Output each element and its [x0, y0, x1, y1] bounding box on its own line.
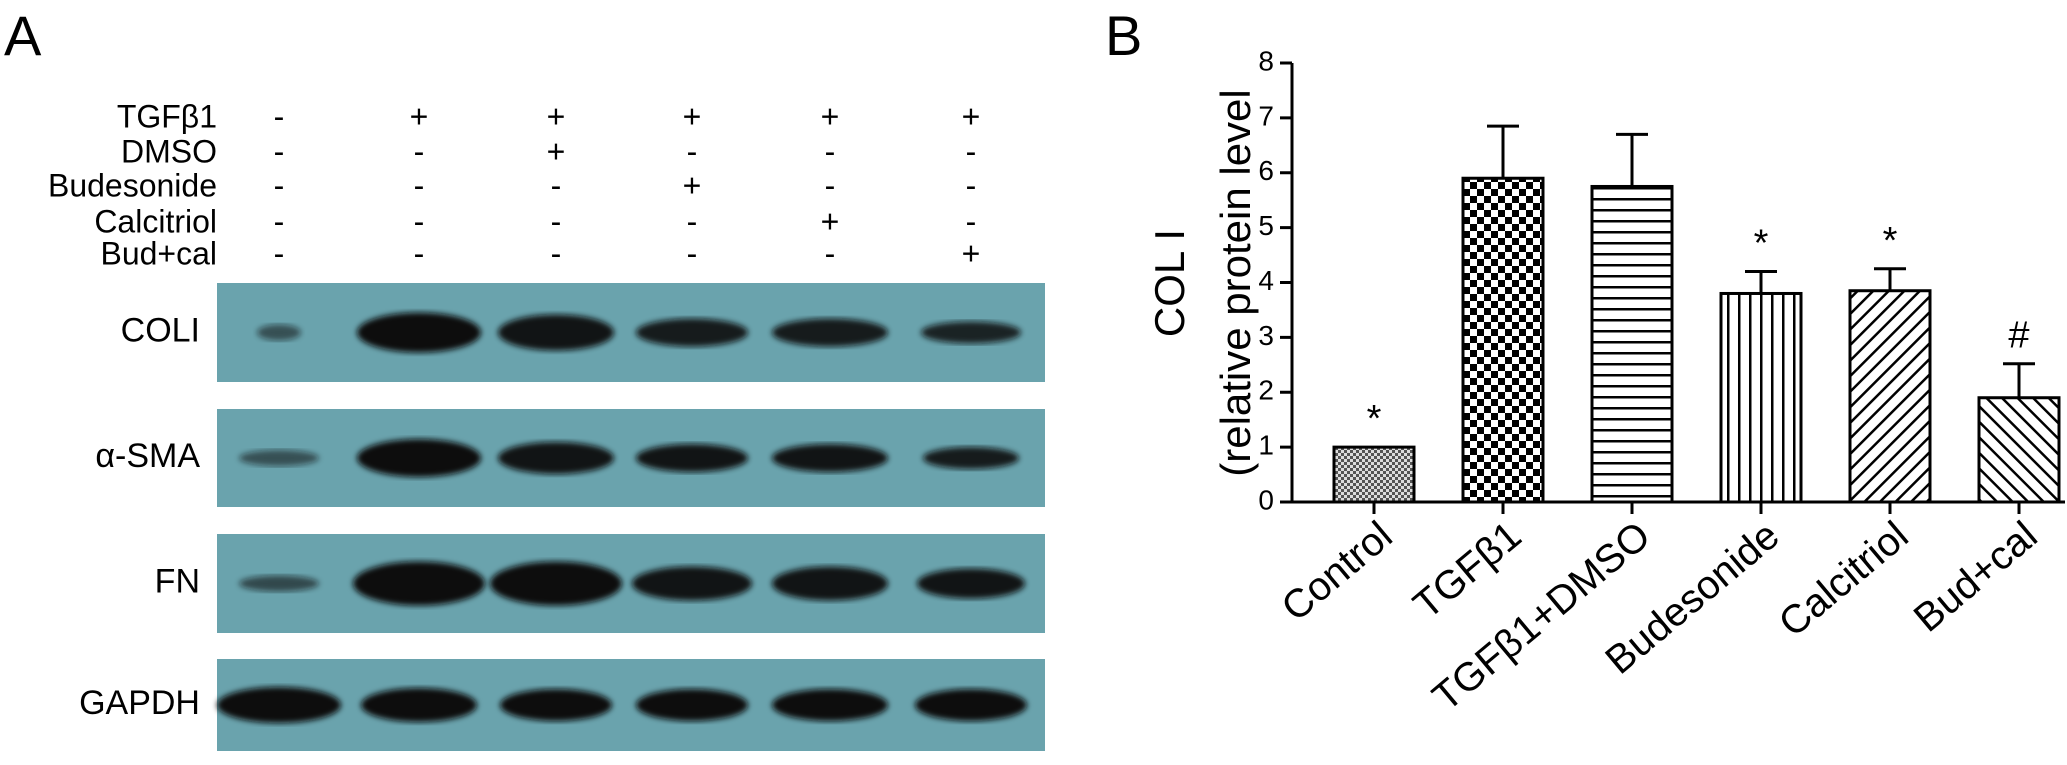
treatment-sign: - — [274, 133, 285, 169]
bar — [1461, 176, 1545, 504]
protein-band — [772, 318, 888, 347]
significance-mark: * — [1754, 223, 1769, 265]
protein-band — [636, 318, 748, 347]
protein-band — [217, 687, 341, 723]
panel-label: A — [4, 4, 42, 67]
treatment-sign: - — [551, 203, 562, 239]
protein-band — [632, 566, 752, 601]
protein-band — [498, 442, 614, 474]
y-tick-label: 8 — [1258, 45, 1274, 76]
protein-band — [915, 689, 1027, 721]
treatment-sign: - — [414, 133, 425, 169]
protein-band — [239, 575, 319, 592]
treatment-sign: + — [683, 98, 702, 134]
treatment-sign: - — [414, 235, 425, 271]
treatment-label: Calcitriol — [94, 203, 217, 239]
bar — [1719, 291, 1803, 504]
protein-band — [357, 439, 481, 477]
treatment-sign: + — [962, 98, 981, 134]
y-tick-label: 1 — [1258, 430, 1274, 461]
treatment-label: Bud+cal — [100, 235, 217, 271]
protein-band — [772, 566, 888, 601]
y-tick-label: 5 — [1258, 210, 1274, 241]
treatment-sign: - — [825, 133, 836, 169]
treatment-sign: + — [821, 98, 840, 134]
treatment-sign: - — [825, 235, 836, 271]
blot-label: FN — [155, 562, 200, 600]
blot — [217, 534, 1045, 633]
bar — [1332, 445, 1416, 504]
x-tick-label: TGFβ1 — [1405, 513, 1529, 627]
protein-band — [917, 568, 1025, 599]
protein-band — [239, 450, 319, 466]
y-tick-label: 0 — [1258, 484, 1274, 515]
blot — [217, 283, 1045, 382]
treatment-sign: - — [274, 235, 285, 271]
blot-membrane — [217, 283, 1045, 382]
x-tick-label: Calcitriol — [1771, 513, 1917, 645]
protein-band — [923, 447, 1019, 469]
treatment-sign: + — [683, 167, 702, 203]
treatment-sign: - — [825, 167, 836, 203]
protein-band — [490, 561, 622, 606]
y-tick-label: 7 — [1258, 100, 1274, 131]
significance-mark: # — [2008, 315, 2029, 357]
treatment-sign: + — [547, 98, 566, 134]
blot-membrane — [217, 659, 1045, 751]
treatment-label: Budesonide — [48, 167, 217, 203]
protein-band — [636, 444, 748, 472]
y-axis-label: COL I — [1146, 229, 1193, 337]
protein-band — [498, 314, 614, 351]
treatment-sign: - — [687, 235, 698, 271]
protein-band — [353, 561, 485, 606]
protein-band — [500, 689, 612, 721]
protein-band — [361, 688, 477, 722]
protein-band — [772, 444, 888, 472]
treatment-sign: - — [414, 203, 425, 239]
blot-label: α-SMA — [95, 437, 200, 475]
treatment-sign: + — [547, 133, 566, 169]
x-tick-label: TGFβ1+DMSO — [1425, 513, 1659, 719]
treatment-sign: - — [966, 203, 977, 239]
protein-band — [357, 312, 481, 353]
treatment-sign: - — [551, 235, 562, 271]
treatment-sign: - — [274, 203, 285, 239]
bar — [1590, 184, 1674, 504]
blot-membrane — [217, 409, 1045, 507]
treatment-sign: + — [821, 203, 840, 239]
treatment-sign: - — [687, 133, 698, 169]
bar — [1848, 289, 1932, 504]
blot-label: COLI — [121, 311, 200, 349]
y-axis-label: (relative protein level — [1212, 89, 1259, 477]
blot-label: GAPDH — [79, 684, 200, 722]
y-tick-label: 3 — [1258, 320, 1274, 351]
treatment-sign: - — [414, 167, 425, 203]
treatment-sign: + — [410, 98, 429, 134]
treatment-label: DMSO — [121, 133, 217, 169]
x-tick-label: Control — [1274, 513, 1401, 630]
treatment-sign: - — [966, 167, 977, 203]
treatment-sign: + — [962, 235, 981, 271]
protein-band — [921, 321, 1021, 344]
treatment-sign: - — [966, 133, 977, 169]
protein-band — [772, 689, 888, 721]
treatment-label: TGFβ1 — [117, 98, 217, 134]
blot — [217, 409, 1045, 507]
protein-band — [636, 689, 748, 721]
treatment-sign: - — [274, 98, 285, 134]
treatment-sign: - — [687, 203, 698, 239]
y-tick-label: 6 — [1258, 155, 1274, 186]
blot — [217, 659, 1045, 751]
protein-band — [257, 324, 301, 341]
x-tick-label: Bud+cal — [1906, 513, 2046, 640]
y-tick-label: 4 — [1258, 265, 1274, 296]
treatment-sign: - — [551, 167, 562, 203]
treatment-sign: - — [274, 167, 285, 203]
y-tick-label: 2 — [1258, 375, 1274, 406]
bar — [1977, 396, 2061, 504]
panel-label: B — [1105, 4, 1142, 67]
significance-mark: * — [1367, 398, 1382, 440]
significance-mark: * — [1883, 220, 1898, 262]
